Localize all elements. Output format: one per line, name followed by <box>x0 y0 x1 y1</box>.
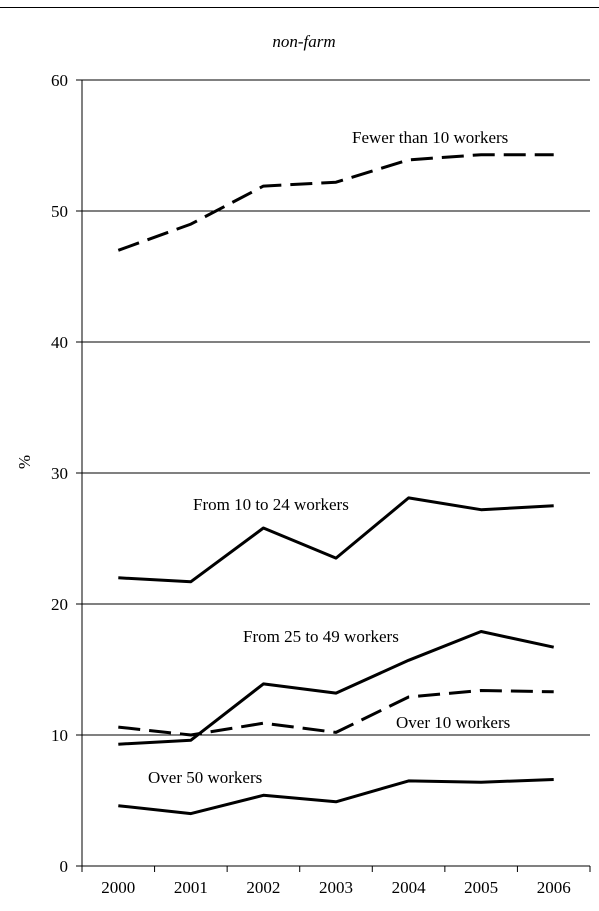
y-tick-label: 10 <box>51 726 68 745</box>
series-line-0 <box>118 155 553 251</box>
x-tick-label: 2002 <box>246 878 280 897</box>
x-tick-label: 2003 <box>319 878 353 897</box>
x-tick-label: 2005 <box>464 878 498 897</box>
y-tick-label: 20 <box>51 595 68 614</box>
series-label: Over 50 workers <box>148 768 262 787</box>
y-tick-label: 50 <box>51 202 68 221</box>
axes <box>76 80 590 872</box>
x-tick-label: 2006 <box>537 878 571 897</box>
x-tick-label: 2000 <box>101 878 135 897</box>
y-tick-label: 60 <box>51 71 68 90</box>
y-tick-label: 0 <box>60 857 69 876</box>
series-label: From 10 to 24 workers <box>193 495 349 514</box>
series-label: Fewer than 10 workers <box>352 128 508 147</box>
series-labels: Fewer than 10 workers From 10 to 24 worke… <box>148 128 510 787</box>
y-axis-label: % <box>15 455 34 469</box>
y-tick-labels: 0 10 20 30 40 50 60 <box>51 71 68 876</box>
y-tick-label: 30 <box>51 464 68 483</box>
y-tick-label: 40 <box>51 333 68 352</box>
x-tick-label: 2004 <box>392 878 427 897</box>
series-label: Over 10 workers <box>396 713 510 732</box>
series-label: From 25 to 49 workers <box>243 627 399 646</box>
x-tick-label: 2001 <box>174 878 208 897</box>
chart-title: non-farm <box>272 32 335 51</box>
x-tick-labels: 2000 2001 2002 2003 2004 2005 2006 <box>101 878 570 897</box>
